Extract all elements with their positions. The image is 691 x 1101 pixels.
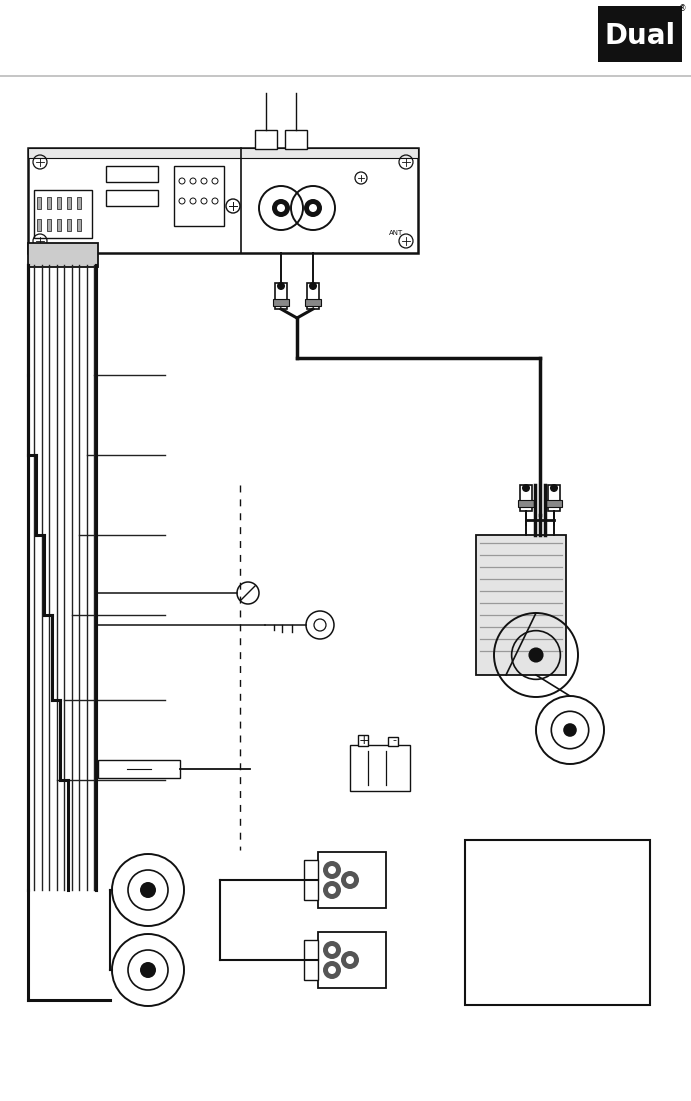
FancyBboxPatch shape xyxy=(598,6,682,62)
FancyBboxPatch shape xyxy=(47,197,51,209)
FancyBboxPatch shape xyxy=(350,745,410,791)
FancyBboxPatch shape xyxy=(304,940,318,980)
FancyBboxPatch shape xyxy=(47,219,51,231)
Circle shape xyxy=(304,199,322,217)
FancyBboxPatch shape xyxy=(307,283,319,309)
FancyBboxPatch shape xyxy=(77,197,81,209)
Circle shape xyxy=(309,282,317,290)
Circle shape xyxy=(529,647,544,663)
FancyBboxPatch shape xyxy=(98,760,180,778)
Circle shape xyxy=(272,199,290,217)
FancyBboxPatch shape xyxy=(273,299,289,306)
FancyBboxPatch shape xyxy=(304,860,318,900)
FancyBboxPatch shape xyxy=(67,197,71,209)
FancyBboxPatch shape xyxy=(67,219,71,231)
FancyBboxPatch shape xyxy=(174,166,224,226)
Circle shape xyxy=(341,951,359,969)
Circle shape xyxy=(323,941,341,959)
FancyBboxPatch shape xyxy=(518,500,534,506)
FancyBboxPatch shape xyxy=(106,166,158,182)
Circle shape xyxy=(277,282,285,290)
Circle shape xyxy=(550,484,558,492)
Circle shape xyxy=(323,881,341,900)
Circle shape xyxy=(309,204,317,212)
FancyBboxPatch shape xyxy=(255,130,277,149)
FancyBboxPatch shape xyxy=(34,190,92,238)
Circle shape xyxy=(323,961,341,979)
FancyBboxPatch shape xyxy=(546,500,562,506)
FancyBboxPatch shape xyxy=(57,219,61,231)
FancyBboxPatch shape xyxy=(77,219,81,231)
FancyBboxPatch shape xyxy=(37,219,41,231)
Circle shape xyxy=(346,876,354,884)
FancyBboxPatch shape xyxy=(465,840,650,1005)
Text: +: + xyxy=(359,733,369,746)
Circle shape xyxy=(140,962,156,978)
FancyBboxPatch shape xyxy=(37,197,41,209)
FancyBboxPatch shape xyxy=(28,243,98,268)
Circle shape xyxy=(522,484,530,492)
Circle shape xyxy=(328,966,336,974)
Text: ®: ® xyxy=(679,4,687,13)
FancyBboxPatch shape xyxy=(285,130,307,149)
FancyBboxPatch shape xyxy=(548,486,560,511)
Text: -: - xyxy=(392,735,396,745)
Circle shape xyxy=(140,882,156,898)
Text: Dual: Dual xyxy=(605,22,676,50)
Circle shape xyxy=(346,956,354,964)
FancyBboxPatch shape xyxy=(106,190,158,206)
FancyBboxPatch shape xyxy=(28,148,418,159)
Circle shape xyxy=(341,871,359,889)
FancyBboxPatch shape xyxy=(318,933,386,988)
Circle shape xyxy=(328,866,336,874)
FancyBboxPatch shape xyxy=(476,535,566,675)
FancyBboxPatch shape xyxy=(305,299,321,306)
Circle shape xyxy=(563,723,577,737)
Text: ANT: ANT xyxy=(389,230,403,236)
FancyBboxPatch shape xyxy=(57,197,61,209)
Circle shape xyxy=(277,204,285,212)
FancyBboxPatch shape xyxy=(275,283,287,309)
FancyBboxPatch shape xyxy=(318,852,386,908)
Circle shape xyxy=(328,886,336,894)
FancyBboxPatch shape xyxy=(28,148,418,253)
Circle shape xyxy=(323,861,341,879)
Circle shape xyxy=(328,946,336,953)
FancyBboxPatch shape xyxy=(388,737,398,746)
FancyBboxPatch shape xyxy=(358,735,368,746)
FancyBboxPatch shape xyxy=(520,486,532,511)
